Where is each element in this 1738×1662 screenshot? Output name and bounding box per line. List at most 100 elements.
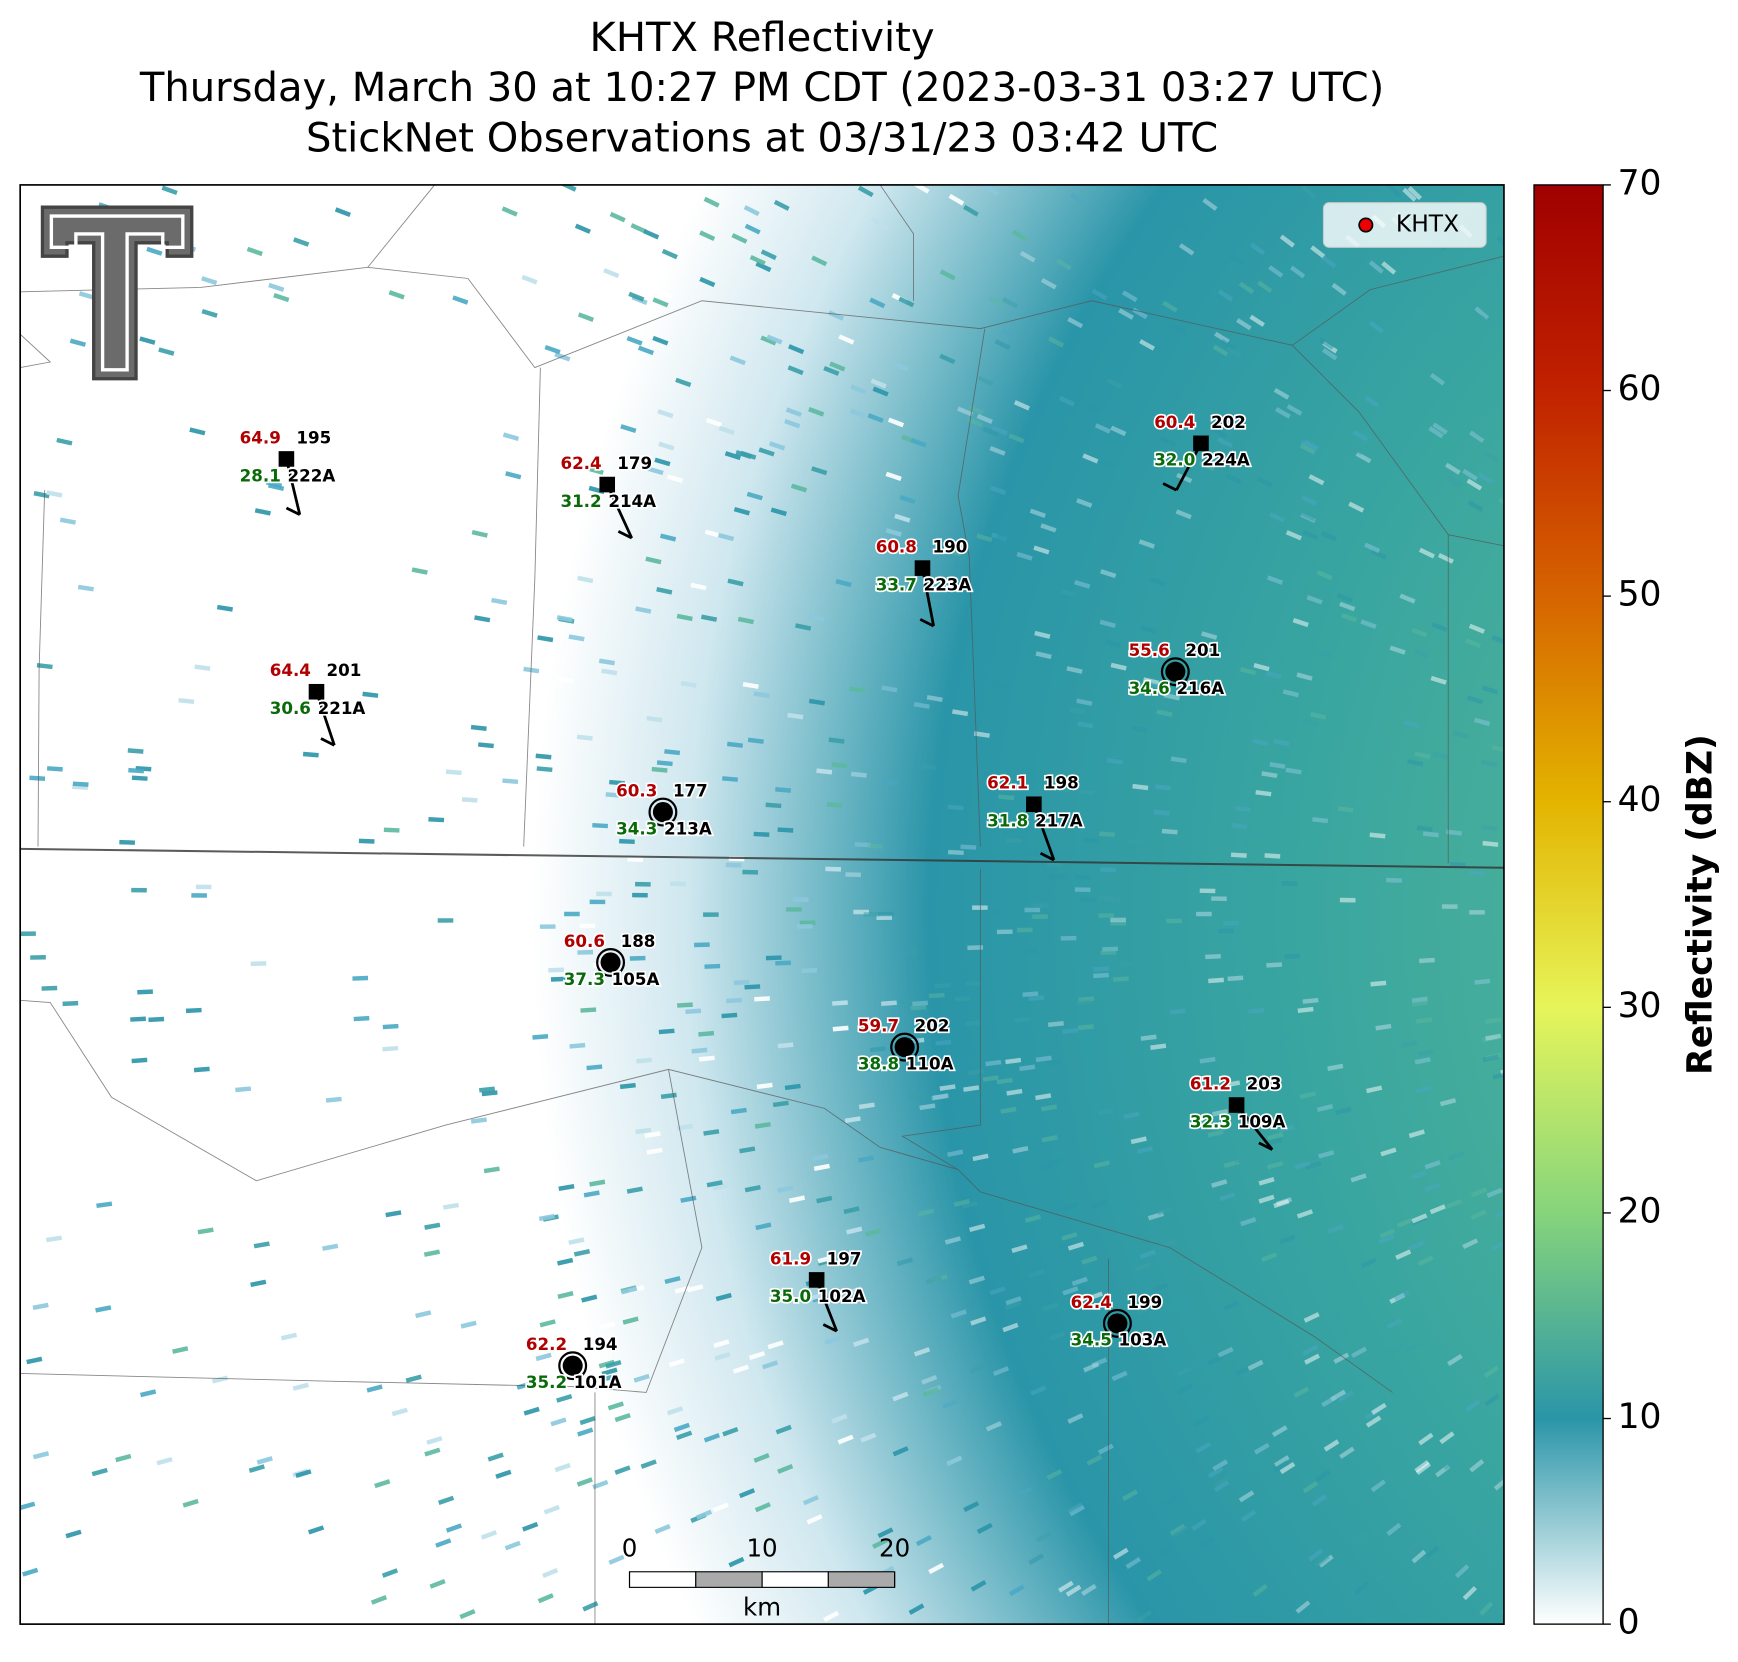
dewpoint: 35.0 <box>770 1286 811 1306</box>
radar-gate <box>784 418 801 429</box>
radar-gate <box>898 296 915 308</box>
radar-gate <box>1226 346 1242 359</box>
radar-gate <box>1389 645 1406 655</box>
temperature: 60.8 <box>876 537 917 557</box>
radar-gate <box>348 572 365 580</box>
radar-gate <box>1002 1322 1019 1333</box>
radar-gate <box>1016 551 1033 561</box>
radar-gate <box>461 797 478 803</box>
radar-gate <box>1140 625 1157 634</box>
radar-gate <box>1107 1558 1123 1571</box>
radar-gate <box>77 584 94 592</box>
radar-gate <box>845 1286 863 1296</box>
radar-gate <box>581 1294 598 1303</box>
station-id: 216A <box>1176 678 1224 698</box>
radar-gate <box>568 634 585 642</box>
radar-gate <box>1379 1228 1396 1239</box>
radar-gate <box>536 766 553 773</box>
radar-gate <box>726 997 743 1004</box>
radar-gate <box>627 857 644 863</box>
radar-gate <box>1071 1276 1088 1286</box>
radar-gate <box>1098 913 1115 918</box>
radar-gate <box>1158 1239 1175 1249</box>
radar-gate <box>1139 1249 1156 1259</box>
radar-gate <box>1009 1584 1025 1597</box>
radar-gate <box>829 361 846 372</box>
radar-gate <box>1424 1160 1441 1170</box>
radar-gate <box>869 1046 886 1053</box>
radar-gate <box>1176 1383 1193 1395</box>
radar-gate <box>1137 1304 1154 1315</box>
radar-gate <box>969 1363 986 1374</box>
radar-gate <box>860 1432 877 1443</box>
radar-gate <box>892 361 909 372</box>
radar-gate <box>1278 1124 1295 1133</box>
radar-gate <box>542 1567 559 1578</box>
radar-gate <box>1162 300 1178 313</box>
station-id: 101A <box>574 1372 622 1392</box>
radar-gate <box>1268 265 1284 278</box>
radar-gate <box>1149 577 1166 587</box>
radar-gate <box>1296 1209 1314 1219</box>
radar-gate <box>1424 1545 1440 1560</box>
radar-gate <box>322 1243 339 1251</box>
radar-gate <box>1172 1524 1189 1537</box>
radar-gate <box>1252 738 1269 746</box>
radar-gate <box>1482 449 1499 463</box>
radar-gate <box>1112 1547 1129 1560</box>
scale-segment <box>761 1571 829 1588</box>
radar-gate <box>115 1453 132 1463</box>
radar-gate <box>1022 991 1039 997</box>
radar-gate <box>622 1316 639 1325</box>
radar-gate <box>1219 1192 1236 1202</box>
radar-gate <box>1485 1017 1502 1025</box>
radar-gate <box>824 1335 841 1345</box>
radar-gate <box>877 1527 894 1539</box>
wind-barb-flag <box>919 618 935 628</box>
radar-gate <box>881 1000 897 1007</box>
station-marker <box>914 560 931 576</box>
radar-gate <box>39 1585 56 1595</box>
radar-gate <box>1155 784 1172 791</box>
radar-gate <box>988 295 1005 308</box>
radar-gate <box>1094 423 1111 434</box>
radar-gate <box>786 907 802 912</box>
radar-gate <box>673 1422 690 1433</box>
radar-gate <box>1032 914 1048 919</box>
radar-gate <box>195 884 212 890</box>
radar-gate <box>1239 667 1257 676</box>
radar-gate <box>83 1062 100 1069</box>
wind-barb-flag <box>1258 1141 1273 1151</box>
dewpoint: 33.7 <box>876 574 917 594</box>
radar-gate <box>30 955 46 960</box>
radar-gate <box>746 491 763 501</box>
radar-gate <box>918 1208 935 1217</box>
radar-gate <box>1266 1137 1283 1146</box>
radar-gate <box>521 274 538 285</box>
radar-gate <box>659 533 677 542</box>
radar-gate <box>1304 1353 1321 1365</box>
radar-gate <box>1086 1291 1104 1301</box>
radar-gate <box>1445 462 1461 475</box>
radar-gate <box>894 513 911 523</box>
radar-gate <box>666 1406 684 1416</box>
radar-gate <box>934 982 951 989</box>
radar-gate <box>1110 425 1127 437</box>
radar-gate <box>991 425 1009 436</box>
radar-gate <box>795 623 812 631</box>
radar-gate <box>773 199 790 211</box>
calm-ring <box>890 1032 920 1062</box>
radar-gate <box>1008 433 1025 444</box>
radar-gate <box>1368 320 1385 334</box>
radar-gate <box>1019 1064 1036 1072</box>
radar-gate <box>1257 280 1273 294</box>
radar-gate <box>772 1100 789 1108</box>
radar-gate <box>944 547 962 557</box>
wind-barb-flag <box>617 530 633 540</box>
radar-gate <box>1483 1365 1500 1378</box>
radar-gate <box>1058 395 1075 407</box>
radar-gate <box>1321 255 1337 269</box>
radar-gate <box>1067 1413 1084 1424</box>
radar-gate <box>601 1367 618 1377</box>
radar-gate <box>1074 887 1091 893</box>
